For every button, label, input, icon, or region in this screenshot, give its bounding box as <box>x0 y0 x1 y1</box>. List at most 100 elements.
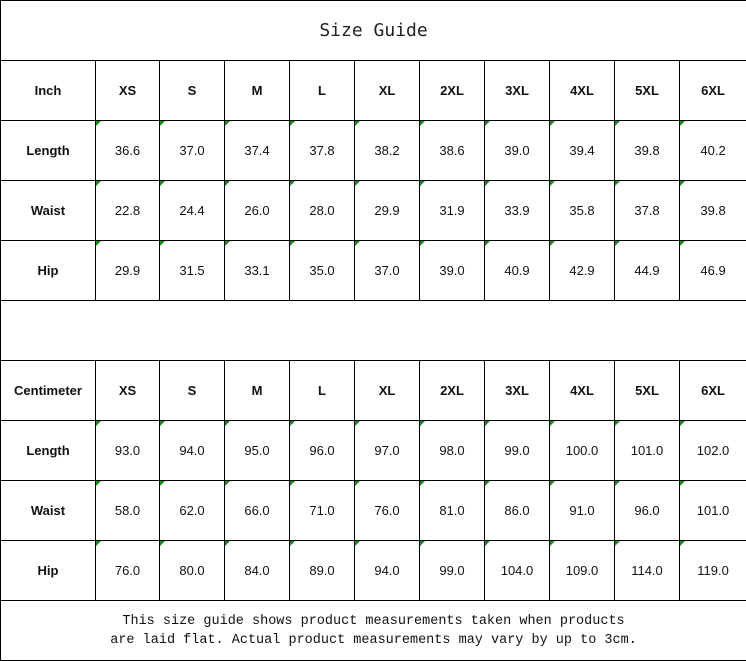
measurement-cell: 96.0 <box>614 480 680 541</box>
measurement-cell: 100.0 <box>549 420 615 481</box>
row-label-hip: Hip <box>0 240 96 301</box>
disclaimer-note: This size guide shows product measuremen… <box>0 600 746 661</box>
measurement-cell: 33.1 <box>224 240 290 301</box>
measurement-cell: 31.9 <box>419 180 485 241</box>
measurement-cell: 39.0 <box>419 240 485 301</box>
measurement-cell: 97.0 <box>354 420 420 481</box>
size-header-s: S <box>159 60 225 121</box>
size-header-5xl: 5XL <box>614 60 680 121</box>
measurement-cell: 93.0 <box>95 420 160 481</box>
measurement-cell: 31.5 <box>159 240 225 301</box>
measurement-cell: 39.8 <box>678 180 746 241</box>
size-header-l: L <box>289 360 355 421</box>
table-row: Waist 58.0 62.0 66.0 71.0 76.0 81.0 86.0 91.0 96.… <box>0 480 746 541</box>
measurement-cell: 101.0 <box>678 480 746 541</box>
measurement-cell: 98.0 <box>419 420 485 481</box>
size-header-xs: XS <box>95 360 160 421</box>
measurement-cell: 81.0 <box>419 480 485 541</box>
measurement-cell: 94.0 <box>354 540 420 601</box>
measurement-cell: 40.2 <box>678 120 746 181</box>
size-header-xs: XS <box>95 60 160 121</box>
measurement-cell: 28.0 <box>289 180 355 241</box>
measurement-cell: 38.2 <box>354 120 420 181</box>
measurement-cell: 35.8 <box>549 180 615 241</box>
header-row: Centimeter XS S M L XL 2XL 3XL 4XL 5XL 6XL <box>0 360 746 421</box>
measurement-cell: 37.0 <box>159 120 225 181</box>
size-header-3xl: 3XL <box>484 360 550 421</box>
measurement-cell: 119.0 <box>678 540 746 601</box>
measurement-cell: 39.0 <box>484 120 550 181</box>
table-row: Hip 29.9 31.5 33.1 35.0 37.0 39.0 40.9 42.9 44.9 4… <box>0 240 746 301</box>
table-row: Hip 76.0 80.0 84.0 89.0 94.0 99.0 104.0 109.0 114… <box>0 540 746 601</box>
measurement-cell: 42.9 <box>549 240 615 301</box>
measurement-cell: 96.0 <box>289 420 355 481</box>
size-header-5xl: 5XL <box>614 360 680 421</box>
measurement-cell: 101.0 <box>614 420 680 481</box>
disclaimer-line1: This size guide shows product measuremen… <box>122 613 625 629</box>
measurement-cell: 99.0 <box>484 420 550 481</box>
size-header-2xl: 2XL <box>419 60 485 121</box>
measurement-cell: 37.8 <box>614 180 680 241</box>
spacer-row <box>0 300 746 361</box>
measurement-cell: 80.0 <box>159 540 225 601</box>
size-header-m: M <box>224 360 290 421</box>
measurement-cell: 86.0 <box>484 480 550 541</box>
measurement-cell: 37.4 <box>224 120 290 181</box>
size-header-6xl: 6XL <box>678 60 746 121</box>
measurement-cell: 39.8 <box>614 120 680 181</box>
size-header-2xl: 2XL <box>419 360 485 421</box>
size-header-s: S <box>159 360 225 421</box>
measurement-cell: 22.8 <box>95 180 160 241</box>
size-header-l: L <box>289 60 355 121</box>
measurement-cell: 40.9 <box>484 240 550 301</box>
measurement-cell: 95.0 <box>224 420 290 481</box>
disclaimer-line2: are laid flat. Actual product measuremen… <box>110 632 637 648</box>
measurement-cell: 39.4 <box>549 120 615 181</box>
size-header-xl: XL <box>354 60 420 121</box>
row-label-waist: Waist <box>0 480 96 541</box>
measurement-cell: 37.8 <box>289 120 355 181</box>
measurement-cell: 29.9 <box>95 240 160 301</box>
measurement-cell: 33.9 <box>484 180 550 241</box>
row-label-waist: Waist <box>0 180 96 241</box>
measurement-cell: 58.0 <box>95 480 160 541</box>
size-header-4xl: 4XL <box>549 60 615 121</box>
measurement-cell: 76.0 <box>354 480 420 541</box>
measurement-cell: 35.0 <box>289 240 355 301</box>
unit-header: Centimeter <box>0 360 96 421</box>
measurement-cell: 91.0 <box>549 480 615 541</box>
measurement-cell: 84.0 <box>224 540 290 601</box>
measurement-cell: 26.0 <box>224 180 290 241</box>
measurement-cell: 24.4 <box>159 180 225 241</box>
table-row: Waist 22.8 24.4 26.0 28.0 29.9 31.9 33.9 35.8 37.… <box>0 180 746 241</box>
measurement-cell: 62.0 <box>159 480 225 541</box>
size-header-4xl: 4XL <box>549 360 615 421</box>
measurement-cell: 66.0 <box>224 480 290 541</box>
measurement-cell: 94.0 <box>159 420 225 481</box>
size-header-xl: XL <box>354 360 420 421</box>
measurement-cell: 104.0 <box>484 540 550 601</box>
measurement-cell: 114.0 <box>614 540 680 601</box>
measurement-cell: 76.0 <box>95 540 160 601</box>
measurement-cell: 102.0 <box>678 420 746 481</box>
measurement-cell: 71.0 <box>289 480 355 541</box>
header-row: Inch XS S M L XL 2XL 3XL 4XL 5XL 6XL <box>0 60 746 121</box>
page-title: Size Guide <box>0 0 746 61</box>
row-label-hip: Hip <box>0 540 96 601</box>
measurement-cell: 29.9 <box>354 180 420 241</box>
measurement-cell: 44.9 <box>614 240 680 301</box>
measurement-cell: 109.0 <box>549 540 615 601</box>
unit-header: Inch <box>0 60 96 121</box>
measurement-cell: 36.6 <box>95 120 160 181</box>
measurement-cell: 38.6 <box>419 120 485 181</box>
table-row: Length 93.0 94.0 95.0 96.0 97.0 98.0 99.0 100.0 1… <box>0 420 746 481</box>
size-header-6xl: 6XL <box>678 360 746 421</box>
measurement-cell: 99.0 <box>419 540 485 601</box>
table-row: Length 36.6 37.0 37.4 37.8 38.2 38.6 39.0 39.4 39… <box>0 120 746 181</box>
size-header-3xl: 3XL <box>484 60 550 121</box>
measurement-cell: 89.0 <box>289 540 355 601</box>
row-label-length: Length <box>0 420 96 481</box>
row-label-length: Length <box>0 120 96 181</box>
measurement-cell: 37.0 <box>354 240 420 301</box>
